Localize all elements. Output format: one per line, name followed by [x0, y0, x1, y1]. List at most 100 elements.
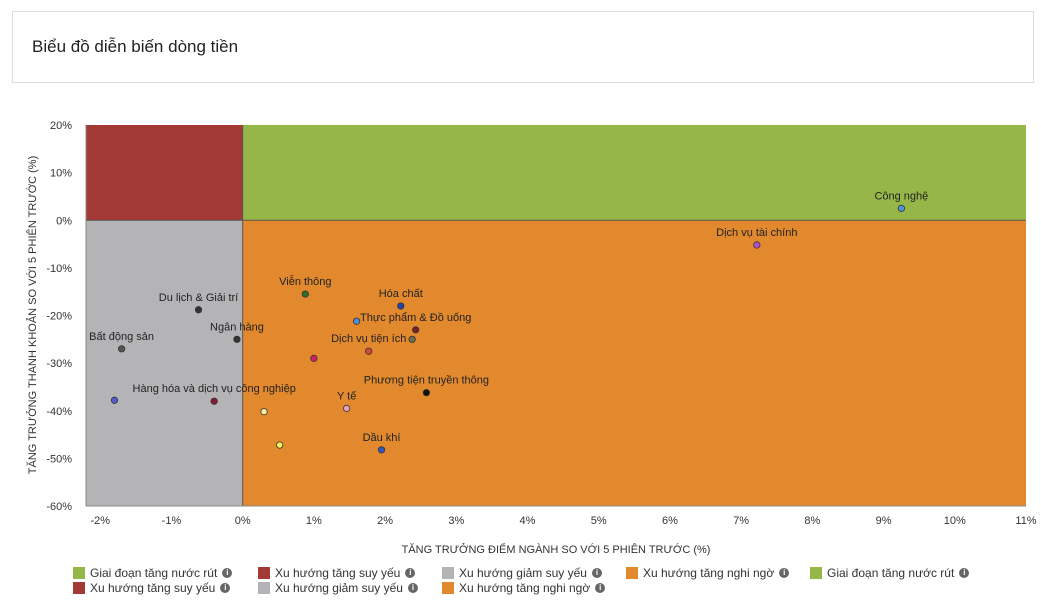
info-icon[interactable]: i — [591, 568, 602, 578]
legend-swatch — [626, 567, 638, 579]
data-point-label: Dịch vụ tài chính — [716, 227, 797, 239]
y-tick-label: -50% — [46, 453, 72, 465]
data-point[interactable] — [118, 345, 126, 353]
legend-label: Xu hướng tăng suy yếu — [275, 566, 401, 580]
x-tick-label: -2% — [90, 515, 110, 527]
legend-item[interactable]: Giai đoạn tăng nước rút i — [810, 565, 970, 581]
x-tick-label: 6% — [662, 515, 678, 527]
x-tick-label: 2% — [377, 515, 393, 527]
legend-label: Xu hướng giảm suy yếu — [275, 581, 403, 595]
quadrant-bottom-right — [242, 220, 1026, 506]
axes: -2% -1% 0% 1% 2% 3% 4% 5% 6% 7% 8% 9% 10% 11% 20% 10% 0%… — [46, 120, 1037, 527]
chart-header-card: Biểu đồ diễn biến dòng tiền — [12, 11, 1034, 83]
y-tick-label: -10% — [46, 263, 72, 275]
info-icon[interactable]: i — [222, 568, 233, 578]
data-point-label: Thực phẩm & Đồ uống — [360, 312, 471, 324]
legend-swatch — [258, 582, 270, 594]
x-axis-title: TĂNG TRƯỞNG ĐIỂM NGÀNH SO VỚI 5 PHIÊN TR… — [402, 543, 711, 556]
quadrant-bottom-left — [86, 220, 243, 506]
data-point[interactable] — [210, 397, 218, 405]
legend-item[interactable]: Xu hướng tăng nghi ngờ i — [626, 565, 790, 581]
data-point-label: Công nghệ — [874, 190, 928, 202]
data-point[interactable] — [276, 441, 284, 449]
x-tick-label: 5% — [591, 515, 607, 527]
legend-swatch — [258, 567, 270, 579]
quadrant-backgrounds — [86, 125, 1026, 506]
legend-item[interactable]: Xu hướng tăng suy yếu i — [258, 565, 416, 581]
data-points — [110, 204, 905, 454]
info-icon[interactable]: i — [220, 583, 231, 593]
data-point-label: Du lịch & Giải trí — [159, 292, 238, 304]
y-tick-label: -30% — [46, 358, 72, 370]
legend-swatch — [73, 567, 85, 579]
data-point[interactable] — [422, 389, 430, 397]
legend-item[interactable]: Xu hướng giảm suy yếu i — [258, 580, 418, 596]
data-point[interactable] — [301, 290, 309, 298]
quadrant-top-left — [86, 125, 243, 221]
legend-label: Xu hướng tăng nghi ngờ — [643, 566, 775, 580]
x-tick-label: 8% — [804, 515, 820, 527]
data-point-label: Viễn thông — [279, 275, 331, 288]
x-tick-label: 11% — [1015, 515, 1036, 527]
data-point-label: Dịch vụ tiện ích — [331, 333, 406, 345]
legend-item[interactable]: Xu hướng tăng suy yếu i — [73, 580, 231, 596]
y-tick-label: -60% — [46, 501, 72, 513]
legend-label: Xu hướng tăng nghi ngờ — [459, 581, 591, 595]
y-tick-label: 0% — [56, 215, 72, 227]
data-point[interactable] — [310, 354, 318, 362]
info-icon[interactable]: i — [959, 568, 970, 578]
data-point-label: Bất động sản — [89, 331, 154, 343]
x-tick-label: 7% — [733, 515, 749, 527]
data-point-label: Dầu khí — [363, 432, 401, 444]
data-point[interactable] — [365, 347, 373, 355]
y-tick-label: 20% — [50, 120, 72, 132]
legend-label: Xu hướng tăng suy yếu — [90, 581, 216, 595]
data-point[interactable] — [353, 317, 361, 325]
legend-item[interactable]: Xu hướng giảm suy yếu i — [442, 565, 602, 581]
legend-swatch — [810, 567, 822, 579]
data-point[interactable] — [897, 204, 905, 212]
data-point[interactable] — [110, 396, 119, 404]
legend-item[interactable]: Giai đoạn tăng nước rút i — [73, 565, 233, 581]
info-icon[interactable]: i — [595, 583, 606, 593]
data-point[interactable] — [260, 408, 268, 416]
x-tick-label: 10% — [944, 515, 966, 527]
data-point-label: Ngân hàng — [210, 321, 264, 333]
x-tick-label: 4% — [520, 515, 536, 527]
x-tick-label: 0% — [235, 515, 251, 527]
data-point[interactable] — [343, 404, 351, 412]
legend-item[interactable]: Xu hướng tăng nghi ngờ i — [442, 580, 606, 596]
legend-swatch — [73, 582, 85, 594]
y-tick-label: -40% — [46, 406, 72, 418]
y-tick-label: 10% — [50, 168, 72, 180]
x-tick-label: 1% — [306, 515, 322, 527]
y-tick-label: -20% — [46, 311, 72, 323]
legend-swatch — [442, 567, 454, 579]
data-point[interactable] — [233, 335, 241, 343]
info-icon[interactable]: i — [407, 583, 418, 593]
data-point[interactable] — [408, 335, 416, 343]
data-point[interactable] — [397, 302, 405, 310]
info-icon[interactable]: i — [405, 568, 416, 578]
x-tick-label: 3% — [448, 515, 464, 527]
data-point-label: Hóa chất — [379, 288, 423, 300]
quadrant-top-right — [242, 125, 1026, 221]
point-labels: Công nghệ Dịch vụ tài chính Viễn thông Hóa … — [89, 190, 928, 443]
data-point-label: Phương tiện truyền thông — [364, 375, 489, 387]
data-point[interactable] — [753, 241, 761, 249]
legend-label: Giai đoạn tăng nước rút — [90, 566, 218, 580]
x-tick-label: -1% — [162, 515, 182, 527]
legend-label: Xu hướng giảm suy yếu — [459, 566, 587, 580]
data-point[interactable] — [412, 326, 420, 334]
data-point-label: Y tế — [337, 390, 356, 402]
data-point-label: Hàng hóa và dịch vụ công nghiệp — [133, 383, 296, 395]
legend-swatch — [442, 582, 454, 594]
data-point[interactable] — [194, 306, 203, 314]
x-tick-label: 9% — [876, 515, 892, 527]
page-title: Biểu đồ diễn biến dòng tiền — [32, 37, 239, 56]
info-icon[interactable]: i — [779, 568, 790, 578]
data-point[interactable] — [377, 446, 386, 454]
legend-label: Giai đoạn tăng nước rút — [827, 566, 955, 580]
y-axis-title: TĂNG TRƯỞNG THANH KHOẢN SO VỚI 5 PHIÊN T… — [26, 156, 39, 474]
